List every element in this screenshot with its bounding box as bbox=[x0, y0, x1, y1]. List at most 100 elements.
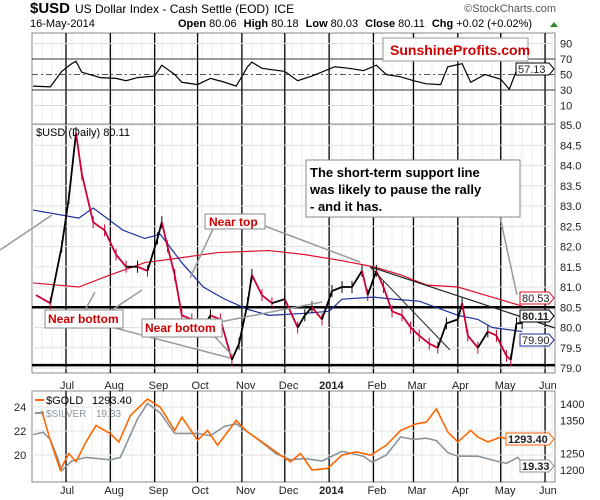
price-segment bbox=[251, 274, 263, 296]
close-value: 80.11 bbox=[398, 18, 425, 30]
x-tick-label: Aug bbox=[104, 485, 124, 497]
gold-last-label-box bbox=[505, 432, 555, 446]
callout-pointer bbox=[261, 224, 361, 263]
watermark-text: SunshineProfits.com bbox=[390, 42, 530, 58]
price-segment bbox=[67, 133, 77, 198]
near-bottom-box bbox=[44, 309, 124, 329]
high-label: High bbox=[244, 18, 269, 30]
x-tick-label: Sep bbox=[149, 380, 169, 392]
low-value: 80.03 bbox=[331, 18, 359, 30]
close-label: Close bbox=[365, 18, 395, 30]
rsi-tick-label: 70 bbox=[560, 54, 572, 66]
x-tick-label: Oct bbox=[192, 380, 209, 392]
rsi-last-label: 57.13 bbox=[518, 64, 546, 76]
price-segment bbox=[361, 270, 369, 296]
near-bottom-box bbox=[141, 318, 223, 338]
up-arrow-icon bbox=[550, 22, 558, 27]
price-segment bbox=[173, 274, 183, 316]
x-tick-label: 2014 bbox=[319, 380, 344, 392]
x-tick-label: Dec bbox=[279, 380, 299, 392]
x-tick-label: Nov bbox=[236, 485, 256, 497]
price-segment bbox=[366, 270, 378, 296]
price-segment bbox=[375, 270, 385, 288]
price-segment bbox=[115, 254, 127, 268]
gold-tick-label: 1350 bbox=[560, 416, 584, 428]
support-line-callout-box bbox=[305, 159, 521, 218]
price-segment bbox=[261, 294, 273, 304]
price-segment bbox=[382, 286, 393, 312]
price-tick-label: 82.0 bbox=[560, 242, 581, 254]
callout-pointer bbox=[219, 301, 323, 323]
price-tick-label: 84.5 bbox=[560, 140, 581, 152]
price-tick-label: 83.0 bbox=[560, 201, 581, 213]
rsi-tick-label: 50 bbox=[560, 70, 572, 82]
gold-legend-value: 1293.40 bbox=[92, 395, 132, 407]
x-tick-label: Jun bbox=[539, 380, 557, 392]
rsi-tick-label: 90 bbox=[560, 39, 572, 51]
price-segment bbox=[238, 303, 249, 344]
price-segment bbox=[477, 331, 489, 349]
ma50-line bbox=[33, 207, 523, 333]
x-tick-label: May bbox=[495, 380, 516, 392]
x-tick-label: May bbox=[495, 485, 516, 497]
silver-tick-label: 20 bbox=[14, 450, 26, 462]
silver-legend-name: $SILVER bbox=[46, 409, 86, 420]
support-line-callout-text: The short-term support line bbox=[310, 165, 480, 180]
price-segment bbox=[467, 335, 479, 349]
x-tick-label: Apr bbox=[452, 485, 469, 497]
price-segment bbox=[271, 298, 286, 305]
chart-title-line: $USD US Dollar Index - Cash Settle (EOD) I… bbox=[30, 0, 294, 17]
gold-tick-label: 1250 bbox=[560, 449, 584, 461]
price-segment bbox=[428, 342, 439, 349]
price-segment bbox=[304, 306, 313, 316]
price-segment bbox=[446, 318, 459, 325]
price-segment bbox=[418, 334, 430, 345]
price-segment bbox=[495, 335, 508, 357]
gold-silver-panel bbox=[31, 390, 556, 483]
price-segment bbox=[311, 306, 323, 320]
callout-pointer bbox=[189, 228, 214, 279]
open-value: 80.06 bbox=[209, 18, 237, 30]
low-label: Low bbox=[306, 18, 328, 30]
trend-line bbox=[369, 266, 451, 351]
price-segment bbox=[461, 303, 469, 336]
near-bottom-label: Near bottom bbox=[48, 312, 119, 326]
rsi-last-label-box bbox=[515, 62, 555, 76]
chart-date: 16-May-2014 bbox=[30, 18, 95, 30]
high-value: 80.18 bbox=[271, 18, 299, 30]
support-line-callout-text: - and it has. bbox=[310, 199, 382, 214]
gold-tick-label: 1400 bbox=[560, 399, 584, 411]
x-tick-label: Jul bbox=[60, 380, 74, 392]
price-last-label-box bbox=[519, 309, 555, 323]
silver-legend-value: 19.33 bbox=[96, 409, 121, 420]
x-tick-label: Mar bbox=[407, 380, 426, 392]
near-top-label: Near top bbox=[209, 215, 258, 229]
silver-line bbox=[32, 402, 523, 473]
x-tick-label: Dec bbox=[279, 485, 299, 497]
chg-label: Chg bbox=[432, 18, 453, 30]
symbol: $USD bbox=[30, 0, 70, 17]
x-tick-label: Nov bbox=[236, 380, 256, 392]
x-tick-label: Feb bbox=[367, 380, 386, 392]
price-segment bbox=[75, 132, 83, 174]
price-segment bbox=[331, 286, 343, 292]
price-tick-label: 79.0 bbox=[560, 363, 581, 375]
x-tick-label: Jun bbox=[539, 485, 557, 497]
ma200-last-label-box bbox=[519, 291, 555, 305]
price-segment bbox=[436, 323, 448, 349]
gold-line bbox=[40, 398, 523, 473]
price-tick-label: 81.0 bbox=[560, 282, 581, 294]
silver-last-label: 19.33 bbox=[522, 461, 550, 473]
rsi-tick-label: 30 bbox=[560, 85, 572, 97]
callout-pointer bbox=[0, 214, 53, 251]
price-segment bbox=[410, 326, 420, 337]
open-label: Open bbox=[178, 18, 206, 30]
gold-last-label: 1293.40 bbox=[508, 434, 548, 446]
ma50-last-label: 79.90 bbox=[522, 335, 550, 347]
x-tick-label: Sep bbox=[149, 485, 169, 497]
price-segment bbox=[351, 270, 363, 288]
callout-pointer bbox=[84, 291, 96, 311]
price-tick-label: 81.5 bbox=[560, 262, 581, 274]
callout-pointer bbox=[499, 216, 518, 296]
